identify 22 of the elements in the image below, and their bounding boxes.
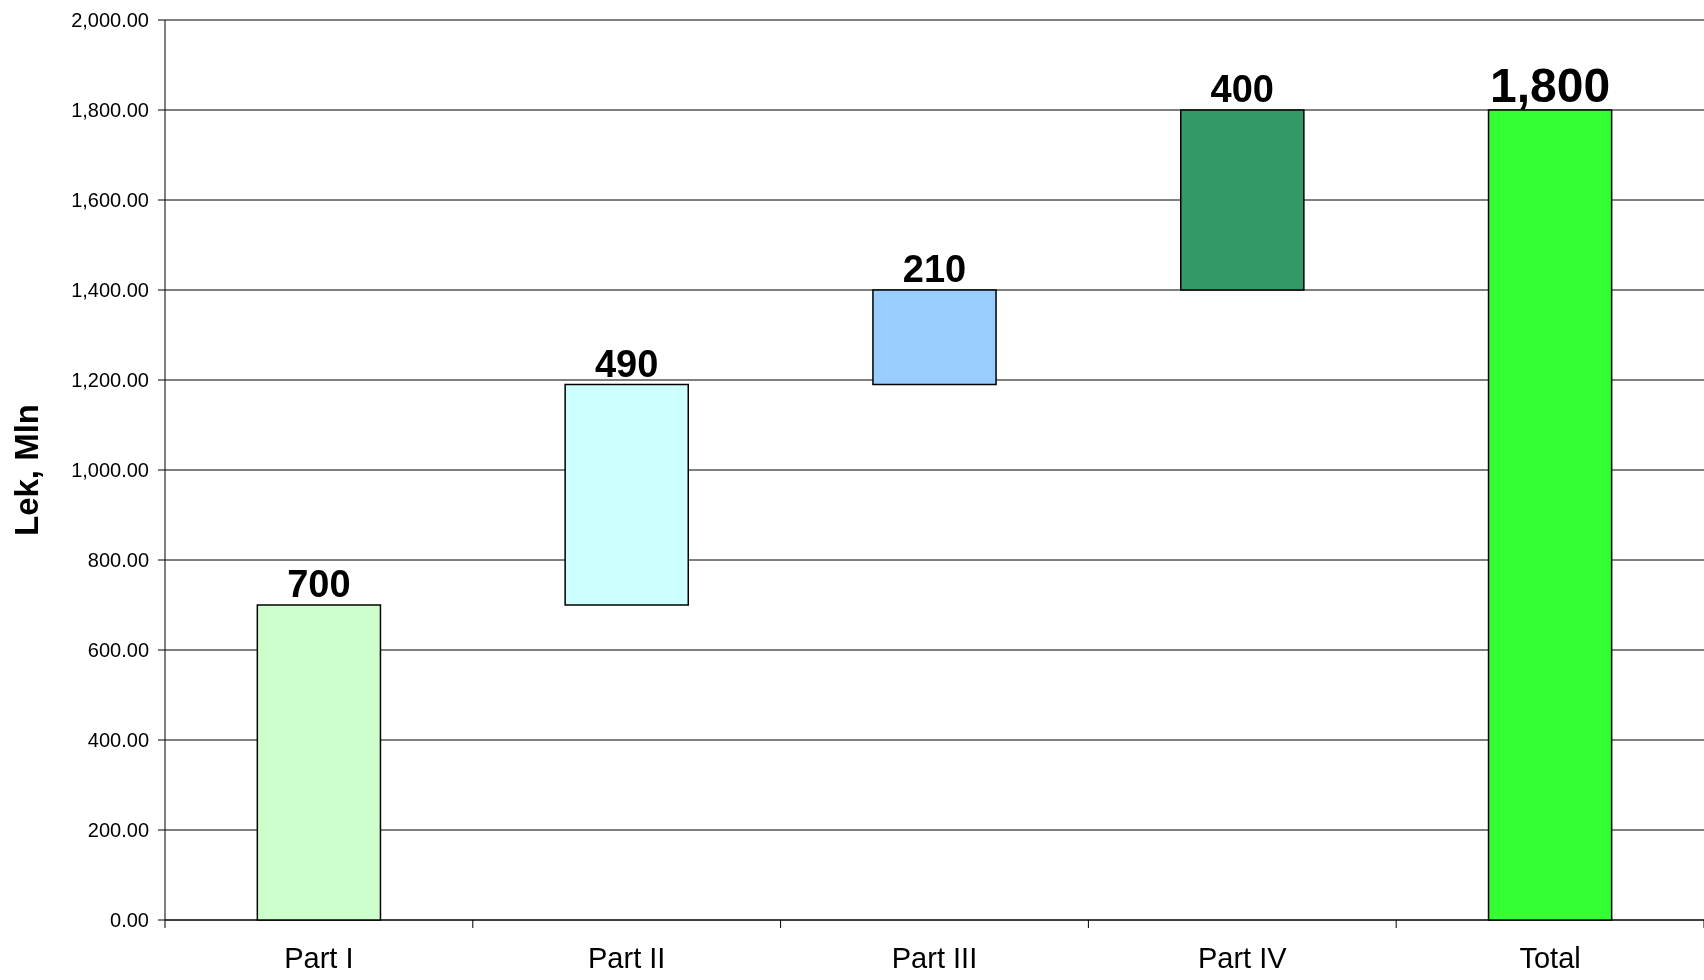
data-label: 1,800 xyxy=(1490,59,1611,112)
y-tick-label: 0.00 xyxy=(110,909,149,931)
y-tick-label: 400.00 xyxy=(87,729,149,751)
x-tick-label: Part II xyxy=(588,942,666,974)
y-tick-label: 1,000.00 xyxy=(71,459,149,481)
y-tick-label: 200.00 xyxy=(87,819,149,841)
y-axis-title: Lek, Mln xyxy=(8,403,45,537)
y-tick-label: 1,400.00 xyxy=(71,279,149,301)
y-tick-label: 1,600.00 xyxy=(71,189,149,211)
y-tick-label: 2,000.00 xyxy=(71,9,149,31)
x-tick-label: Part III xyxy=(891,942,978,974)
data-label: 400 xyxy=(1210,68,1274,110)
x-tick-label: Total xyxy=(1519,942,1581,974)
y-tick-label: 800.00 xyxy=(87,549,149,571)
y-tick-label: 1,800.00 xyxy=(71,99,149,121)
data-label: 210 xyxy=(902,248,967,290)
x-tick-label: Part IV xyxy=(1197,942,1288,974)
y-tick-label: 1,200.00 xyxy=(71,369,149,391)
data-label: 700 xyxy=(287,563,351,605)
x-tick-label: Part I xyxy=(284,942,354,974)
data-label: 490 xyxy=(595,342,659,385)
y-tick-label: 600.00 xyxy=(87,639,149,661)
